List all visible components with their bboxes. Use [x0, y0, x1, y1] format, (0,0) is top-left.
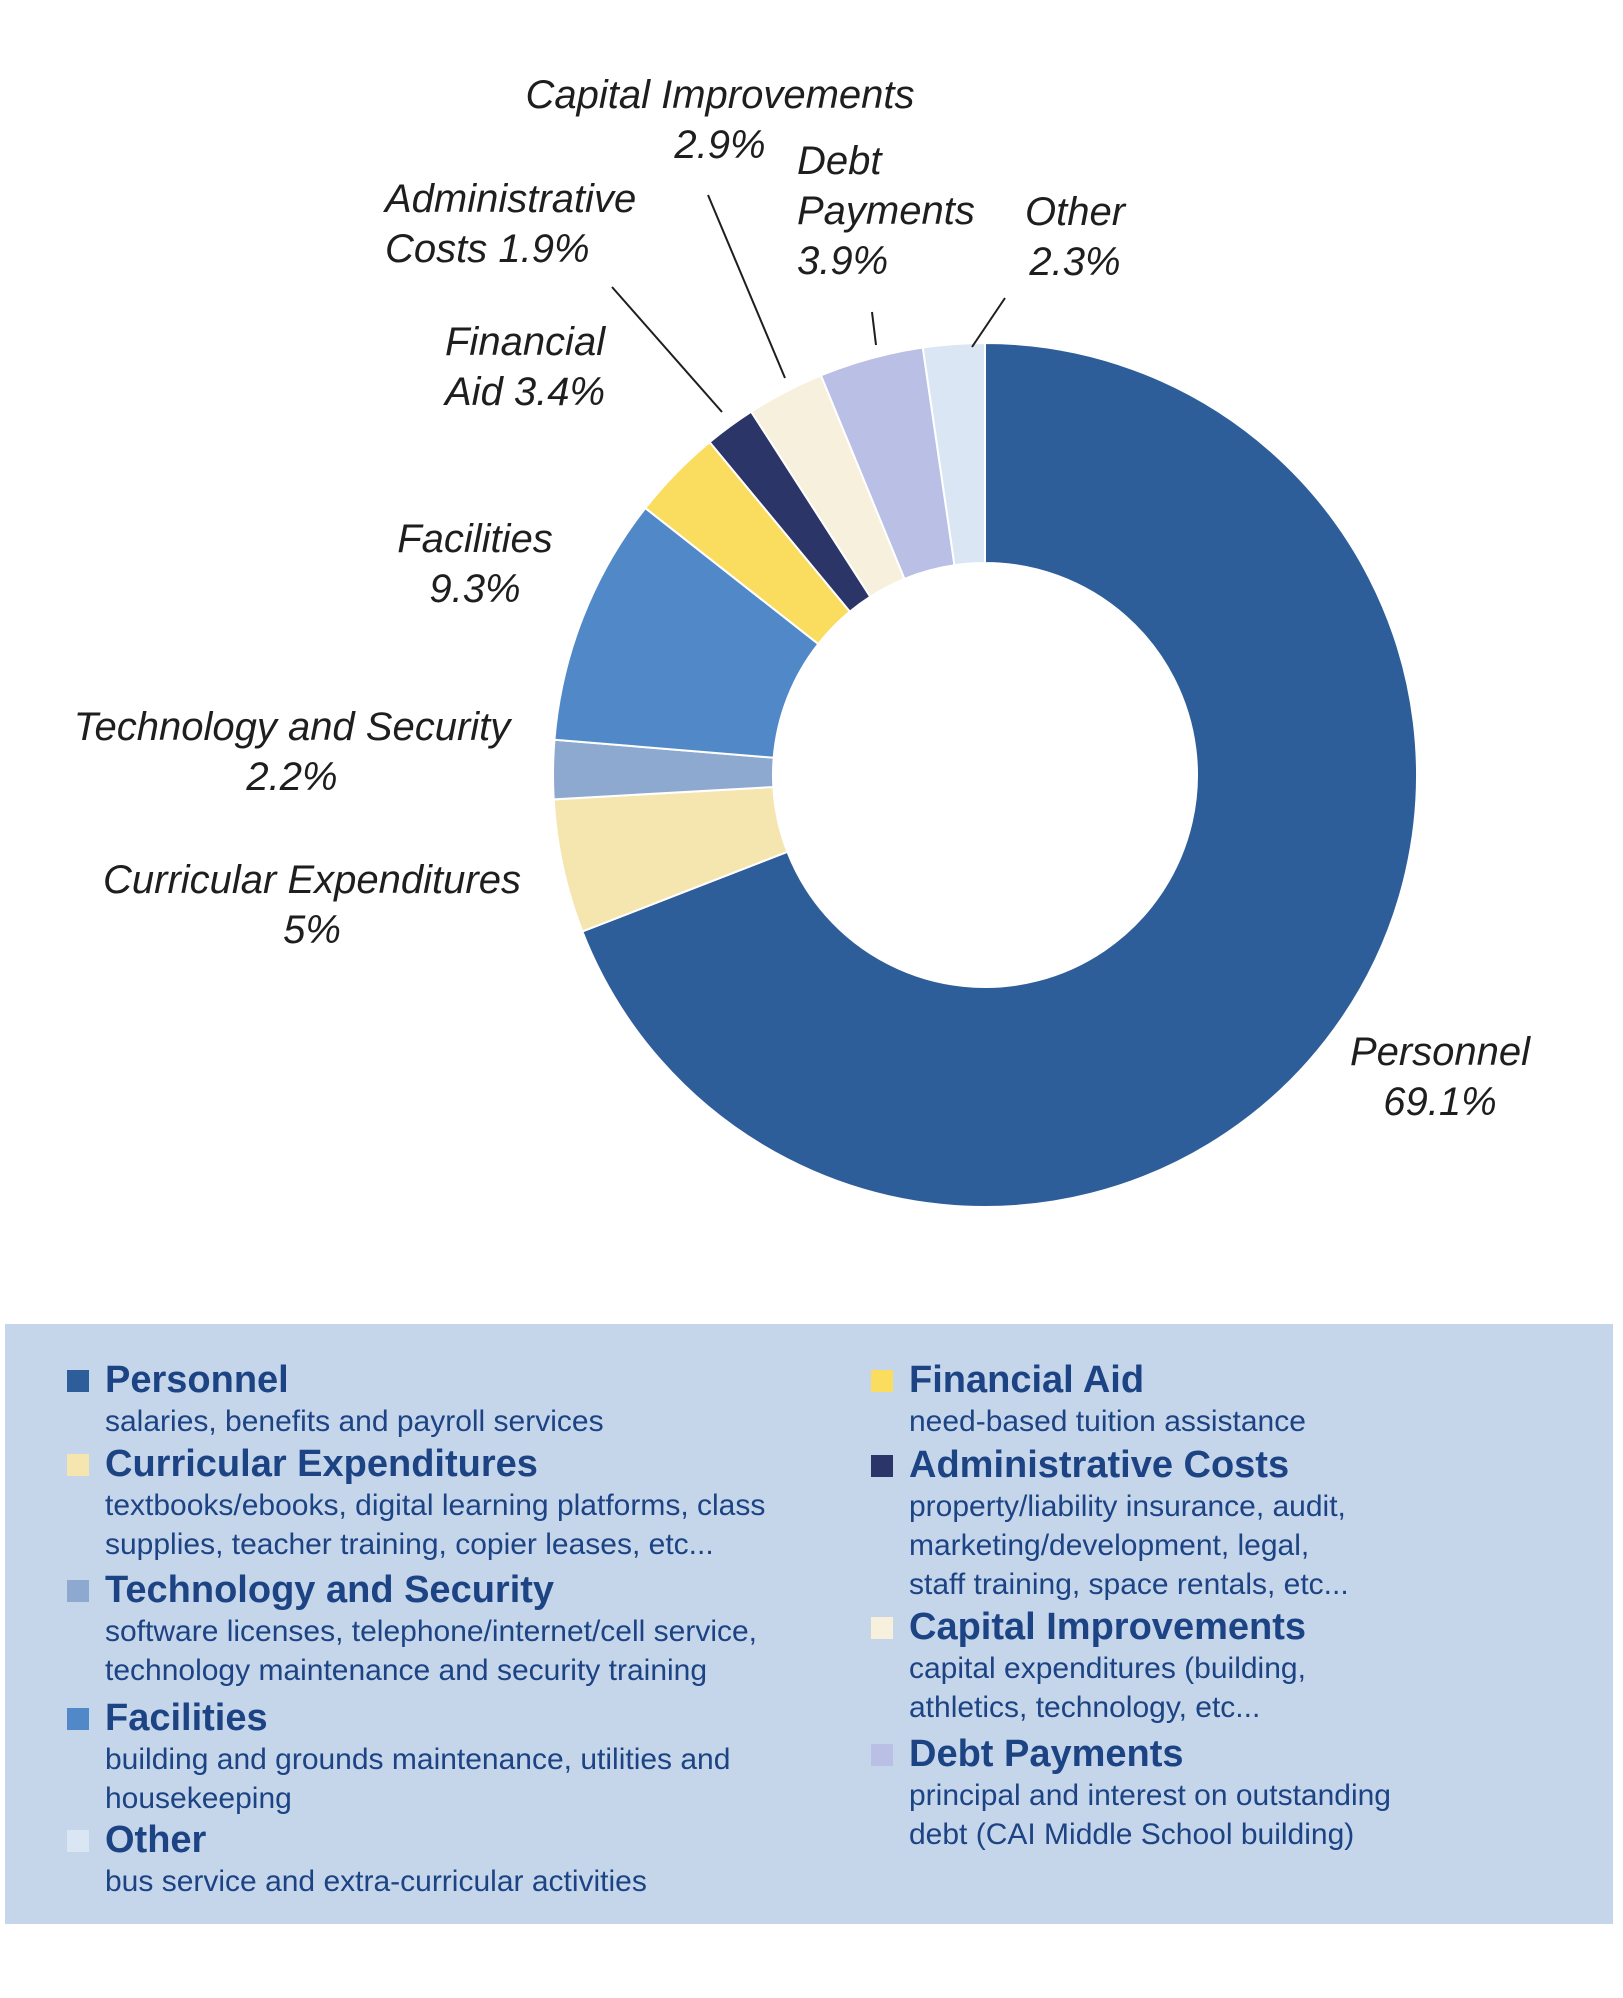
label-line: 69.1%	[1383, 1080, 1496, 1124]
label-debt-payments: Debt Payments 3.9%	[797, 139, 975, 283]
legend-swatch	[67, 1708, 89, 1730]
legend-description: bus service and extra-curricular activit…	[105, 1865, 647, 1898]
label-line: 9.3%	[429, 567, 520, 611]
legend-title: Facilities	[105, 1697, 268, 1739]
label-line: Technology and Security	[74, 705, 514, 749]
label-curricular-expenditures: Curricular Expenditures 5%	[103, 858, 521, 952]
leader-administrative-costs	[611, 286, 723, 413]
legend-title: Financial Aid	[909, 1359, 1145, 1401]
legend-swatch	[871, 1370, 893, 1392]
label-line: Costs 1.9%	[385, 227, 590, 271]
label-facilities: Facilities 9.3%	[397, 517, 553, 611]
slice-other	[921, 341, 986, 567]
legend-description: building and grounds maintenance, utilit…	[105, 1743, 731, 1815]
legend-description: textbooks/ebooks, digital learning platf…	[105, 1489, 766, 1561]
label-line: Other	[1025, 190, 1127, 234]
legend-description: principal and interest on outstanding de…	[909, 1779, 1391, 1851]
slice-labels: Personnel 69.1% Curricular Expenditures 5% T…	[74, 73, 1531, 1124]
legend-swatch	[67, 1580, 89, 1602]
legend-title: Personnel	[105, 1359, 289, 1401]
leader-capital-improvements	[707, 194, 786, 379]
legend-swatch	[871, 1617, 893, 1639]
label-line: 2.3%	[1028, 240, 1120, 284]
label-line: Aid 3.4%	[443, 370, 605, 414]
legend-title: Technology and Security	[105, 1569, 555, 1611]
legend-swatch	[67, 1830, 89, 1852]
label-capital-improvements: Capital Improvements 2.9%	[525, 73, 914, 167]
leader-lines	[611, 194, 1006, 413]
legend-description: property/liability insurance, audit, mar…	[909, 1490, 1349, 1601]
legend-description: capital expenditures (building, athletic…	[909, 1652, 1306, 1724]
label-line: Curricular Expenditures	[103, 858, 521, 902]
legend-description: need-based tuition assistance	[909, 1405, 1306, 1438]
legend-panel: Personnel salaries, benefits and payroll …	[5, 1324, 1613, 1924]
label-line: 2.2%	[245, 755, 337, 799]
label-financial-aid: Financial Aid 3.4%	[443, 320, 606, 414]
donut-chart: Personnel 69.1% Curricular Expenditures 5% T…	[74, 73, 1531, 1208]
label-line: Debt	[797, 139, 883, 183]
label-line: Personnel	[1350, 1030, 1531, 1074]
legend-swatch	[871, 1744, 893, 1766]
donut-slices	[552, 341, 1418, 1208]
legend-swatch	[67, 1370, 89, 1392]
leader-debt-payments	[871, 311, 877, 346]
legend-title: Administrative Costs	[909, 1444, 1290, 1486]
label-line: Financial	[445, 320, 606, 364]
label-line: Administrative	[383, 177, 636, 221]
label-line: Payments	[797, 189, 975, 233]
legend-title: Debt Payments	[909, 1733, 1184, 1775]
legend-swatch	[67, 1454, 89, 1476]
legend-description: software licenses, telephone/internet/ce…	[105, 1615, 758, 1687]
label-line: 3.9%	[797, 239, 888, 283]
legend-title: Capital Improvements	[909, 1606, 1306, 1648]
legend-title: Curricular Expenditures	[105, 1443, 538, 1485]
label-line: 5%	[283, 908, 341, 952]
label-line: Capital Improvements	[525, 73, 914, 117]
slice-personnel	[581, 341, 1418, 1208]
legend-description: salaries, benefits and payroll services	[105, 1405, 604, 1438]
legend-swatch	[871, 1455, 893, 1477]
label-personnel: Personnel 69.1%	[1350, 1030, 1531, 1124]
label-other: Other 2.3%	[1025, 190, 1127, 284]
label-line: Facilities	[397, 517, 553, 561]
label-technology-and-security: Technology and Security 2.2%	[74, 705, 514, 799]
leader-other	[971, 297, 1006, 348]
label-line: 2.9%	[673, 123, 765, 167]
label-administrative-costs: Administrative Costs 1.9%	[383, 177, 636, 271]
legend-title: Other	[105, 1819, 207, 1861]
